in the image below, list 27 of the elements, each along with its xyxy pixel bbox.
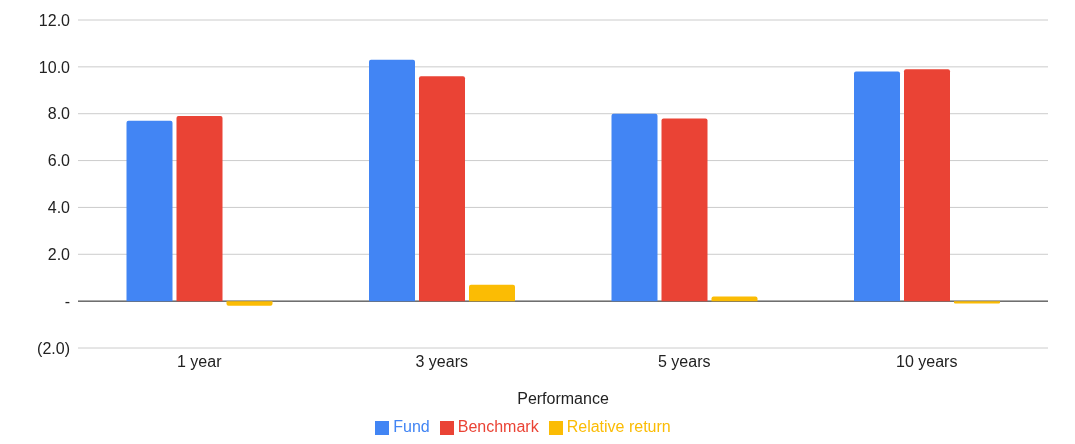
y-tick-label: 10.0	[38, 58, 71, 76]
bar	[176, 116, 223, 302]
bar	[226, 301, 273, 306]
x-tick-label: 3 years	[415, 353, 468, 371]
bar	[469, 284, 515, 302]
x-tick-label: 5 years	[658, 353, 711, 371]
bar	[126, 120, 173, 302]
x-tick-label: 1 year	[177, 353, 223, 371]
bar	[711, 296, 758, 302]
bar	[661, 118, 708, 302]
y-tick-label: 8.0	[47, 105, 71, 123]
x-axis-title: Performance	[517, 390, 609, 407]
legend-label: Relative return	[566, 418, 671, 435]
bar	[854, 71, 900, 302]
y-tick-label: 6.0	[47, 152, 71, 170]
y-tick-label: 12.0	[38, 11, 71, 29]
x-tick-label: 10 years	[896, 353, 958, 371]
y-tick-label: -	[64, 292, 70, 310]
bar	[369, 59, 415, 302]
y-tick-label: (2.0)	[37, 339, 70, 357]
bar	[419, 76, 465, 302]
legend-label: Benchmark	[457, 418, 539, 435]
legend-label: Fund	[393, 418, 430, 435]
bar	[611, 113, 658, 302]
bar	[904, 69, 950, 302]
y-tick-label: 4.0	[47, 199, 71, 217]
y-tick-label: 2.0	[47, 245, 71, 263]
